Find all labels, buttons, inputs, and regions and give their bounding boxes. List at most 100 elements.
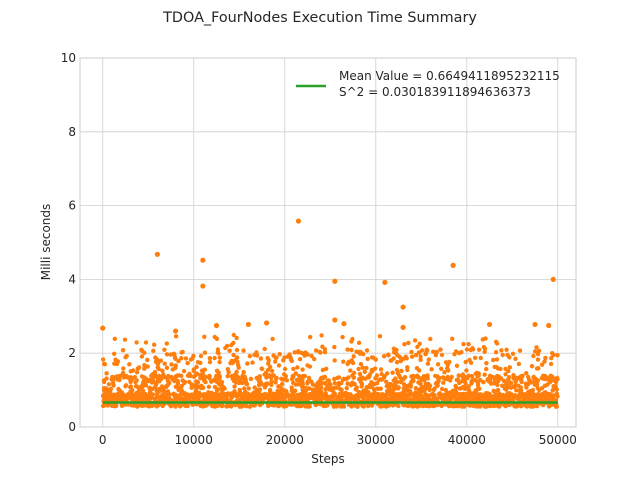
- data-point: [319, 333, 324, 338]
- data-point: [534, 382, 540, 387]
- data-point: [374, 373, 380, 378]
- data-point: [127, 362, 132, 367]
- outlier-point: [200, 257, 206, 263]
- data-point: [222, 386, 227, 391]
- data-point: [356, 366, 361, 372]
- data-point: [214, 368, 220, 373]
- data-point: [253, 397, 258, 403]
- data-point: [439, 352, 445, 358]
- data-point: [425, 373, 430, 378]
- data-point: [332, 381, 337, 386]
- data-point: [183, 403, 188, 409]
- data-point: [363, 376, 368, 381]
- data-point: [395, 353, 400, 358]
- data-point: [505, 352, 510, 358]
- data-point: [265, 381, 270, 386]
- data-point: [290, 380, 296, 385]
- data-point: [203, 374, 208, 380]
- data-point: [510, 351, 516, 356]
- data-point: [381, 354, 387, 359]
- data-point: [419, 385, 424, 390]
- data-point: [481, 380, 486, 385]
- data-point: [266, 358, 271, 363]
- data-point: [325, 378, 330, 383]
- data-point: [191, 374, 197, 379]
- data-point: [517, 348, 523, 353]
- data-point: [160, 368, 165, 373]
- data-point: [155, 365, 160, 370]
- data-point: [461, 341, 466, 347]
- data-point: [543, 393, 548, 398]
- data-point: [453, 389, 459, 394]
- data-point: [268, 364, 273, 370]
- data-point: [499, 348, 504, 353]
- data-point: [100, 393, 106, 399]
- data-point: [409, 349, 414, 355]
- data-point: [429, 367, 434, 372]
- data-point: [386, 352, 391, 357]
- data-point: [173, 356, 178, 361]
- data-point: [455, 377, 461, 382]
- data-point: [292, 350, 297, 355]
- data-point: [244, 381, 249, 387]
- data-point: [358, 361, 364, 367]
- data-point: [536, 394, 541, 399]
- data-point: [260, 366, 265, 372]
- data-point: [218, 381, 223, 387]
- data-point: [531, 353, 536, 359]
- x-tick-label: 40000: [448, 433, 486, 447]
- data-point: [287, 352, 292, 357]
- data-point: [209, 379, 214, 384]
- data-point: [161, 397, 166, 402]
- data-point: [336, 375, 342, 380]
- data-point: [180, 378, 185, 383]
- data-point: [160, 403, 165, 409]
- data-point: [145, 364, 150, 369]
- data-point: [252, 385, 257, 390]
- data-point: [447, 395, 452, 401]
- data-point: [498, 396, 503, 401]
- data-point: [364, 348, 370, 353]
- data-point: [273, 376, 279, 382]
- data-point: [322, 347, 328, 352]
- outlier-point: [450, 262, 456, 268]
- data-point: [405, 365, 410, 370]
- data-point: [439, 366, 444, 371]
- data-point: [439, 403, 444, 409]
- data-point: [262, 346, 267, 352]
- data-point: [102, 362, 108, 367]
- data-point: [183, 356, 189, 361]
- data-point: [112, 376, 117, 381]
- data-point: [360, 365, 365, 370]
- outlier-point: [200, 283, 206, 289]
- data-point: [212, 355, 217, 361]
- data-point: [163, 392, 169, 397]
- data-point: [133, 379, 138, 385]
- data-point: [197, 390, 202, 396]
- data-point: [148, 377, 153, 382]
- y-tick-label: 8: [68, 125, 76, 139]
- data-point: [469, 373, 475, 379]
- data-point: [306, 375, 312, 381]
- data-point: [474, 370, 479, 376]
- data-point: [224, 404, 229, 409]
- data-point: [198, 353, 204, 359]
- data-point: [472, 355, 478, 360]
- data-point: [237, 387, 242, 393]
- data-point: [419, 348, 425, 353]
- data-point: [309, 353, 314, 359]
- data-point: [406, 383, 411, 388]
- data-point: [364, 365, 369, 371]
- data-point: [236, 365, 241, 370]
- data-point: [453, 349, 459, 354]
- data-point: [446, 368, 451, 373]
- data-point: [296, 350, 301, 355]
- data-point: [297, 378, 302, 383]
- data-point: [503, 366, 508, 372]
- data-point: [263, 392, 269, 398]
- data-point: [426, 404, 432, 409]
- data-point: [237, 380, 242, 385]
- data-point: [421, 374, 427, 379]
- data-point: [453, 383, 458, 389]
- data-point: [467, 357, 472, 363]
